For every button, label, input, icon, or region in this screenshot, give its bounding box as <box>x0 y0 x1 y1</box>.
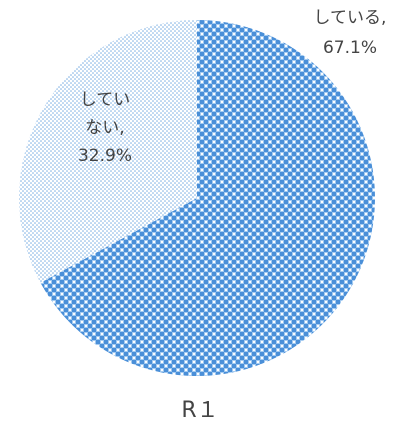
label-line: してい <box>80 90 131 110</box>
label-separator: , <box>381 8 386 28</box>
data-label-value: 67.1% <box>323 38 377 58</box>
slices <box>18 20 376 376</box>
data-label-value: 32.9% <box>78 146 132 166</box>
data-label-category: している, <box>314 8 387 28</box>
data-label-category: していない, <box>80 90 131 138</box>
pie-slice <box>40 20 376 376</box>
chart-title: R１ <box>181 398 218 423</box>
label-separator: , <box>119 118 124 138</box>
pie-slice <box>18 20 197 283</box>
label-line: している <box>314 8 382 28</box>
label-line: ない <box>85 118 119 138</box>
